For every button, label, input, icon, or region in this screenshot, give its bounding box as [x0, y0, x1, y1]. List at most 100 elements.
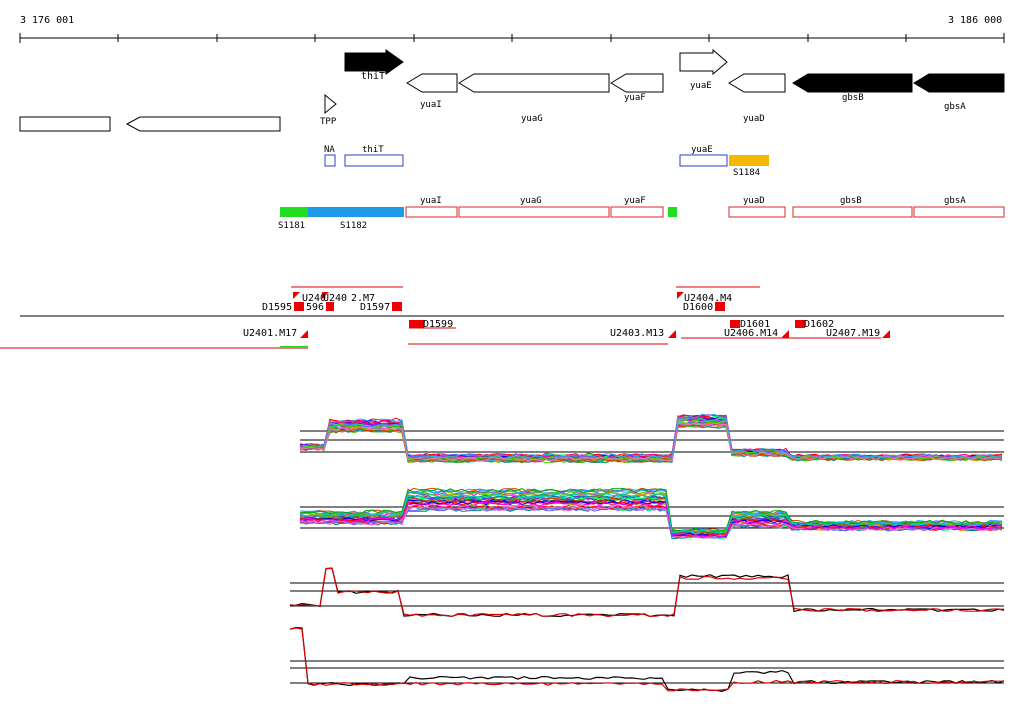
seg-gbsB-label: gbsB	[840, 196, 862, 206]
profile-line	[299, 493, 1003, 535]
u2407-flag[interactable]	[882, 330, 890, 338]
blue-feature-track: NA thiT yuaE S1184	[324, 145, 769, 178]
u2401-label: U2401.M17	[243, 328, 297, 339]
expression-panel-2	[299, 487, 1004, 540]
seg-yuaD-label: yuaD	[743, 196, 765, 206]
profile-line	[299, 487, 1003, 533]
gene-yuaE-label: yuaE	[690, 81, 712, 91]
s596-label: 596	[306, 302, 324, 313]
gene-yuaE[interactable]	[679, 48, 728, 76]
d1600-label: D1600	[683, 302, 713, 313]
segment-yuaI[interactable]	[405, 206, 458, 218]
gene-gbsB[interactable]	[792, 73, 913, 93]
gene-unnamed-1[interactable]	[19, 116, 111, 132]
d1600-block[interactable]	[715, 302, 725, 311]
profile-line	[299, 487, 1003, 533]
u2406-label: U2406.M14	[724, 328, 778, 339]
segment-track: S1181 S1182 yuaI yuaG yuaF yuaD gbsB gbs…	[278, 196, 1005, 231]
d1599-block[interactable]	[409, 320, 424, 328]
u2403-flag[interactable]	[668, 330, 676, 338]
profile-line	[299, 493, 1003, 535]
profile-line	[299, 501, 1003, 538]
gene-yuaF-label: yuaF	[624, 93, 646, 103]
gene-gbsA[interactable]	[913, 73, 1005, 93]
d1602-block[interactable]	[795, 320, 805, 328]
segment-yuaG[interactable]	[458, 206, 610, 218]
d1595-label: D1595	[262, 302, 292, 313]
u2404-flag[interactable]	[677, 292, 684, 299]
feature-thiT-blue[interactable]	[344, 154, 404, 167]
segment-yuaF[interactable]	[610, 206, 664, 218]
expression-summary-panel-2	[289, 626, 1005, 693]
summary-line	[289, 567, 1005, 618]
gene-thiT[interactable]	[344, 49, 404, 75]
yuaE-blue-label: yuaE	[691, 145, 713, 155]
s1182-label: S1182	[340, 221, 367, 231]
segment-s1181[interactable]	[280, 207, 308, 217]
seg-yuaI-label: yuaI	[420, 196, 442, 206]
segment-green-small[interactable]	[668, 207, 677, 217]
s1181-label: S1181	[278, 221, 305, 231]
gene-yuaI[interactable]	[406, 73, 458, 93]
summary-line	[289, 567, 1005, 618]
gene-yuaD[interactable]	[728, 73, 786, 93]
d1601-label: D1601	[740, 319, 770, 330]
thiT-blue-label: thiT	[362, 145, 384, 155]
u2400-flag[interactable]	[293, 292, 300, 299]
d1599-label: D1599	[423, 319, 453, 330]
profile-line	[299, 506, 1003, 539]
ruler-end-label: 3 186 000	[948, 15, 1002, 26]
gene-gbsB-label: gbsB	[842, 93, 864, 103]
d1595-block[interactable]	[294, 302, 304, 311]
profile-line	[299, 413, 1003, 459]
seg-gbsA-label: gbsA	[944, 196, 966, 206]
profile-line	[299, 497, 1003, 536]
profile-line	[299, 423, 1003, 463]
feature-na[interactable]	[324, 154, 336, 167]
profile-line	[299, 506, 1003, 539]
summary-line	[289, 627, 1004, 692]
u2402-label: U240	[323, 293, 347, 304]
u2400-label: U240	[302, 293, 326, 304]
d596-block[interactable]	[326, 302, 334, 311]
tpp-riboswitch-marker[interactable]	[324, 93, 337, 115]
gene-yuaG[interactable]	[458, 73, 610, 93]
s1184-label: S1184	[733, 168, 760, 178]
u2402-flag[interactable]	[322, 292, 329, 299]
seg-yuaF-label: yuaF	[624, 196, 646, 206]
profile-line	[299, 418, 1003, 461]
segment-yuaD[interactable]	[728, 206, 786, 218]
gene-gbsA-label: gbsA	[944, 102, 966, 112]
feature-s1184[interactable]	[729, 155, 769, 166]
feature-yuaE-blue[interactable]	[679, 154, 728, 167]
d1597-block[interactable]	[392, 302, 402, 311]
segment-gbsA[interactable]	[913, 206, 1005, 218]
u2401-flag[interactable]	[300, 330, 308, 338]
expression-panel-1	[299, 413, 1004, 464]
gene-yuaI-label: yuaI	[420, 100, 442, 110]
d1601-block[interactable]	[730, 320, 740, 328]
gene-thiT-label: thiT	[361, 71, 385, 82]
gene-yuaF[interactable]	[610, 73, 664, 93]
transcript-feature-track: D1595 U240 U240 2.M7 596 D1597 D1599 U24…	[0, 286, 1004, 349]
na-label: NA	[324, 145, 335, 155]
segment-s1182[interactable]	[308, 207, 404, 217]
coordinate-ruler: 3 176 001 3 186 000	[19, 15, 1005, 43]
u2404-label: U2404.M4	[684, 293, 732, 304]
gene-unnamed-2[interactable]	[125, 116, 281, 132]
seg-yuaG-label: yuaG	[520, 196, 542, 206]
expression-summary-panel-1	[289, 567, 1005, 618]
summary-line	[289, 626, 1005, 693]
ruler-start-label: 3 176 001	[20, 15, 74, 26]
u2406-flag[interactable]	[781, 330, 789, 338]
tpp-label: TPP	[320, 117, 337, 127]
gene-yuaD-label: yuaD	[743, 114, 765, 124]
gene-yuaG-label: yuaG	[521, 114, 543, 124]
gene-track: TPP thiT yuaI yuaG yuaF yuaE yuaD gbsB g…	[19, 48, 1005, 132]
u2407-label: U2407.M19	[826, 328, 880, 339]
segment-gbsB[interactable]	[792, 206, 913, 218]
u2403-label: U2403.M13	[610, 328, 664, 339]
m7-label: 2.M7	[351, 293, 375, 304]
d1602-label: D1602	[804, 319, 834, 330]
